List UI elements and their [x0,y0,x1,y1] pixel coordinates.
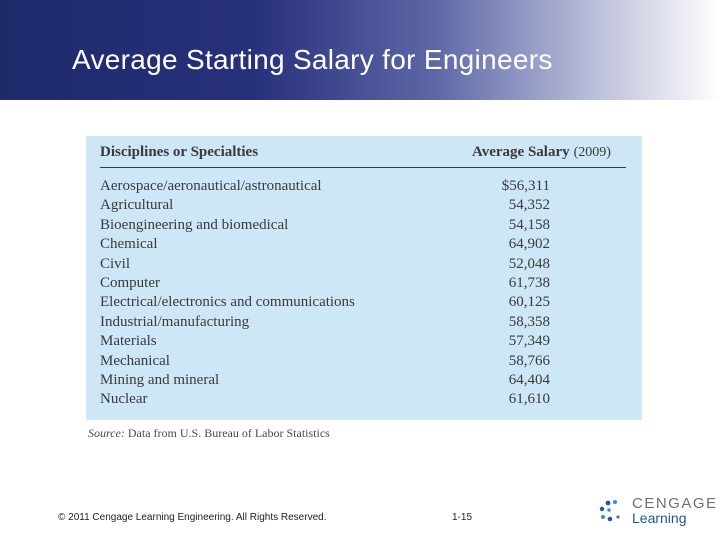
discipline-cell: Nuclear [100,391,148,408]
table-row: Mining and mineral 64,404 [100,371,550,390]
table-row: Industrial/manufacturing 58,358 [100,313,550,332]
discipline-cell: Bioengineering and biomedical [100,216,289,233]
column-header-year: (2009) [573,145,611,160]
discipline-cell: Mining and mineral [100,371,220,388]
table-row: Nuclear 61,610 [100,390,550,409]
discipline-cell: Electrical/electronics and communication… [100,294,355,311]
salary-cell: 54,158 [508,216,550,233]
salary-cell: 52,048 [508,255,550,272]
table-row: Electrical/electronics and communication… [100,293,550,312]
table-row: Agricultural 54,352 [100,196,550,215]
salary-cell: 57,349 [508,333,550,350]
salary-cell: 58,358 [508,313,550,330]
discipline-cell: Chemical [100,236,158,253]
copyright-text: © 2011 Cengage Learning Engineering. All… [58,512,327,523]
cengage-logo-mark-icon [599,500,620,522]
salary-cell: 54,352 [508,197,550,214]
table-row: Aerospace/aeronautical/astronautical $56,… [100,177,550,196]
table-row: Computer 61,738 [100,274,550,293]
source-text: Data from U.S. Bureau of Labor Statistic… [127,426,330,440]
column-header-salary-label: Average Salary [472,144,570,160]
column-header-salary: Average Salary (2009) [472,144,611,161]
salary-cell: 64,404 [508,371,550,388]
page-number: 1-15 [452,512,473,523]
discipline-cell: Materials [100,333,157,350]
discipline-cell: Computer [100,274,160,291]
header-rule [100,167,626,168]
discipline-cell: Industrial/manufacturing [100,313,250,330]
salary-table-panel: Disciplines or Specialties Average Salar… [86,136,642,420]
salary-cell: 58,766 [508,352,550,369]
table-row: Chemical 64,902 [100,235,550,254]
salary-cell: 60,125 [508,294,550,311]
source-label: Source: [88,426,125,440]
salary-table-rows: Aerospace/aeronautical/astronautical $56,… [100,177,550,410]
table-row: Civil 52,048 [100,255,550,274]
logo-wordmark-bottom: Learning [632,510,687,526]
discipline-cell: Civil [100,255,131,272]
source-note: Source: Data from U.S. Bureau of Labor S… [88,426,330,441]
cengage-logo: CENGAGE Learning [598,494,716,528]
salary-cell: 61,610 [508,391,550,408]
logo-wordmark-top: CENGAGE [632,495,718,512]
discipline-cell: Agricultural [100,197,174,214]
salary-cell: 61,738 [508,274,550,291]
slide-title: Average Starting Salary for Engineers [72,44,553,75]
discipline-cell: Mechanical [100,352,170,369]
column-header-discipline: Disciplines or Specialties [100,144,259,160]
table-row: Bioengineering and biomedical 54,158 [100,216,550,235]
discipline-cell: Aerospace/aeronautical/astronautical [100,178,322,194]
slide-header-band: Average Starting Salary for Engineers [0,0,720,100]
salary-cell: 64,902 [508,236,550,253]
table-row: Materials 57,349 [100,332,550,351]
table-row: Mechanical 58,766 [100,352,550,371]
salary-cell: $56,311 [501,178,550,194]
